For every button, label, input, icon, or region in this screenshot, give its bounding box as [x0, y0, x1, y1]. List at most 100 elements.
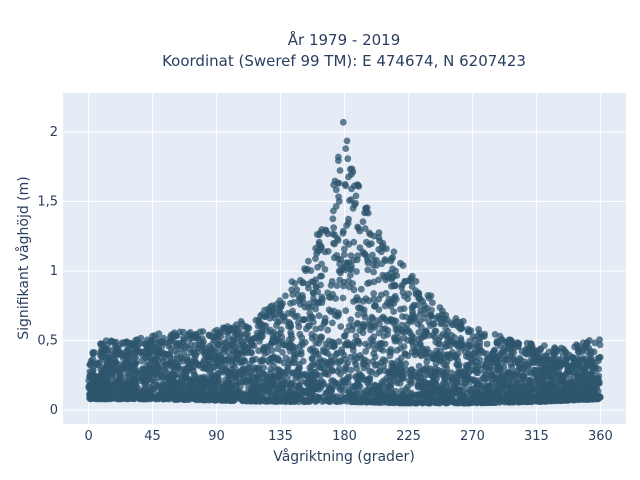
- data-point: [360, 359, 368, 367]
- data-point: [586, 337, 593, 344]
- data-point: [329, 319, 336, 327]
- data-point: [97, 340, 104, 348]
- data-point: [190, 358, 197, 366]
- data-point: [473, 399, 481, 407]
- data-point: [463, 399, 471, 407]
- data-point: [292, 375, 300, 382]
- data-point: [264, 398, 272, 405]
- data-point: [160, 334, 167, 342]
- data-point: [324, 387, 332, 395]
- data-point: [145, 373, 153, 381]
- data-point: [416, 311, 424, 318]
- data-point: [504, 398, 511, 406]
- data-point: [411, 391, 419, 399]
- data-point: [401, 277, 409, 285]
- data-point: [260, 364, 268, 371]
- data-point: [362, 340, 369, 348]
- data-point: [365, 229, 373, 237]
- x-tick-label: 135: [268, 429, 293, 444]
- data-point: [515, 340, 522, 348]
- data-point: [422, 350, 430, 358]
- data-point: [443, 342, 451, 350]
- data-point: [342, 145, 350, 153]
- data-point: [332, 203, 340, 210]
- data-point: [288, 286, 296, 294]
- data-point: [299, 292, 306, 299]
- data-point: [122, 363, 130, 371]
- data-point: [398, 369, 406, 376]
- data-point: [167, 359, 175, 366]
- data-point: [373, 386, 381, 394]
- data-point: [499, 336, 506, 344]
- data-point: [132, 380, 140, 387]
- data-point: [310, 295, 317, 302]
- data-point: [152, 355, 159, 363]
- data-point: [482, 362, 490, 369]
- data-point: [522, 345, 530, 353]
- chart-title-line2: Koordinat (Sweref 99 TM): E 474674, N 62…: [162, 52, 526, 70]
- data-point: [282, 292, 289, 300]
- data-point: [129, 387, 137, 394]
- data-point: [317, 333, 325, 341]
- data-point: [176, 340, 184, 347]
- data-point: [520, 383, 528, 390]
- data-point: [328, 278, 336, 285]
- data-point: [91, 349, 98, 356]
- data-point: [354, 252, 362, 260]
- data-point: [131, 360, 139, 368]
- x-axis-ticks: 0 45 90 135 180 225 270 315 360: [84, 429, 612, 444]
- data-point: [139, 365, 146, 373]
- data-point: [370, 290, 378, 297]
- data-point: [294, 312, 301, 320]
- data-point: [596, 336, 603, 344]
- data-point: [127, 339, 135, 347]
- data-point: [370, 257, 377, 264]
- data-point: [295, 297, 303, 304]
- data-point: [421, 366, 428, 373]
- data-point: [357, 285, 365, 293]
- data-point: [372, 392, 380, 400]
- data-point: [337, 386, 344, 394]
- y-axis-ticks: 0 0,5 1 1,5 2: [37, 125, 58, 418]
- data-point: [347, 316, 355, 324]
- data-point: [176, 328, 184, 336]
- data-point: [349, 322, 357, 330]
- data-point: [578, 348, 586, 356]
- data-point: [408, 337, 416, 345]
- data-point: [159, 394, 166, 402]
- data-point: [514, 358, 522, 365]
- data-point: [401, 328, 409, 336]
- data-point: [104, 341, 111, 349]
- data-point: [409, 343, 417, 350]
- data-point: [379, 392, 386, 399]
- y-tick-label: 1,5: [37, 194, 58, 209]
- data-point: [557, 379, 565, 386]
- data-point: [341, 356, 349, 363]
- data-point: [347, 196, 355, 204]
- data-point: [303, 379, 311, 387]
- data-point: [299, 341, 306, 349]
- data-point: [273, 366, 281, 374]
- data-point: [143, 395, 151, 403]
- data-point: [405, 370, 413, 377]
- data-point: [342, 182, 349, 190]
- y-tick-label: 0: [50, 403, 58, 418]
- data-point: [452, 354, 460, 362]
- data-point: [86, 361, 94, 368]
- data-point: [190, 349, 197, 357]
- data-point: [443, 365, 451, 372]
- data-point: [379, 325, 386, 333]
- data-point: [222, 390, 230, 397]
- data-point: [224, 380, 232, 387]
- data-point: [330, 224, 338, 232]
- data-point: [585, 392, 593, 400]
- data-point: [361, 313, 369, 321]
- data-point: [324, 230, 331, 238]
- data-point: [306, 300, 313, 308]
- data-point: [433, 386, 441, 393]
- data-point: [356, 244, 364, 252]
- data-point: [458, 393, 466, 401]
- data-point: [335, 193, 342, 201]
- data-point: [263, 343, 271, 351]
- data-point: [545, 355, 552, 363]
